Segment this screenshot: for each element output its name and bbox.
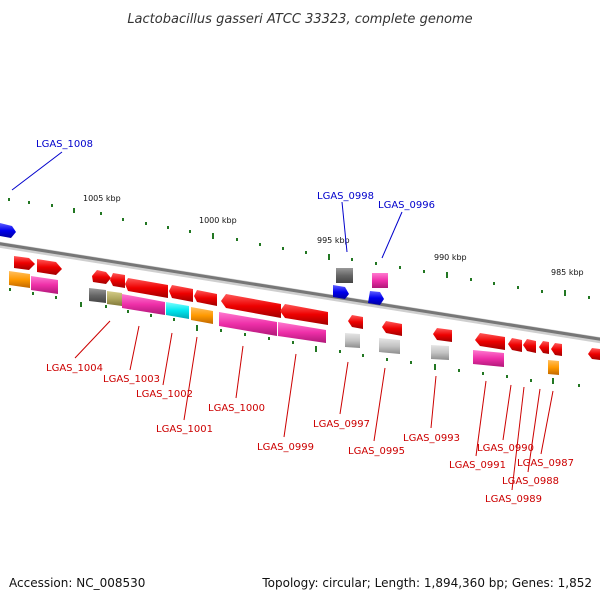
gene-arrow[interactable]	[110, 273, 125, 288]
gene-lgas-1004[interactable]	[89, 288, 106, 303]
genes-upper-row	[0, 223, 388, 288]
gene-arrow[interactable]	[588, 348, 600, 360]
gene-lgas-0998[interactable]	[336, 268, 353, 283]
gene-lgas-0999[interactable]	[280, 304, 328, 325]
scale-label-990: 990 kbp	[434, 253, 467, 262]
gene-box[interactable]	[31, 276, 58, 294]
gene-label-lgas-0997[interactable]: LGAS_0997	[313, 419, 370, 430]
gene-lgas-0995-arrow[interactable]	[382, 321, 402, 336]
gene-box[interactable]	[278, 322, 326, 343]
gene-box[interactable]	[122, 294, 165, 315]
gene-lgas-0991-arrow[interactable]	[475, 333, 505, 350]
gene-box[interactable]	[219, 312, 277, 336]
gene-lgas-0996-arrow[interactable]	[368, 291, 384, 305]
gene-box[interactable]	[9, 271, 30, 288]
gene-arrow[interactable]	[37, 259, 62, 275]
gene-lgas-0990-arrow[interactable]	[508, 338, 522, 352]
gene-lgas-0997-arrow[interactable]	[348, 315, 363, 329]
genes-lower-row	[89, 288, 559, 375]
gene-box[interactable]	[379, 338, 400, 354]
gene-label-lgas-0989[interactable]: LGAS_0989	[485, 494, 542, 505]
gene-box[interactable]	[548, 360, 559, 375]
lower-scale-ticks	[9, 288, 580, 387]
gene-label-lgas-1000[interactable]: LGAS_1000	[208, 403, 265, 414]
gene-label-lgas-0993[interactable]: LGAS_0993	[403, 433, 460, 444]
scale-label-985: 985 kbp	[551, 268, 584, 277]
topology-text: Topology: circular; Length: 1,894,360 bp…	[261, 576, 592, 590]
upper-scale-ticks	[8, 198, 590, 299]
gene-label-lgas-0995[interactable]: LGAS_0995	[348, 446, 405, 457]
gene-label-lgas-0996[interactable]: LGAS_0996	[378, 200, 435, 211]
gene-lgas-0993-arrow[interactable]	[433, 328, 452, 342]
gene-label-lgas-1008[interactable]: LGAS_1008	[36, 139, 93, 150]
gene-lgas-0987-arrow[interactable]	[551, 343, 562, 356]
gene-lgas-0998-arrow[interactable]	[333, 285, 349, 299]
gene-box[interactable]	[166, 302, 189, 319]
gene-arrow[interactable]	[92, 270, 111, 284]
gene-label-lgas-1002[interactable]: LGAS_1002	[136, 389, 193, 400]
gene-label-lgas-0987[interactable]: LGAS_0987	[517, 458, 574, 469]
gene-lgas-1002[interactable]	[169, 285, 193, 302]
bottom-leader-lines	[74, 320, 554, 491]
top-leader-lines	[11, 151, 403, 259]
gene-lgas-1000[interactable]	[221, 294, 281, 318]
genome-backbone	[0, 242, 600, 341]
gene-lgas-0988-arrow[interactable]	[539, 341, 549, 354]
gene-box[interactable]	[191, 307, 213, 324]
genes-middle-row	[9, 270, 600, 360]
gene-label-lgas-1001[interactable]: LGAS_1001	[156, 424, 213, 435]
gene-lgas-0996[interactable]	[372, 273, 388, 288]
scale-label-1000: 1000 kbp	[199, 216, 237, 225]
gene-lgas-1001[interactable]	[194, 290, 217, 306]
gene-arrow[interactable]	[14, 256, 35, 270]
gene-box[interactable]	[431, 345, 449, 360]
gene-label-lgas-0998[interactable]: LGAS_0998	[317, 191, 374, 202]
gene-label-lgas-1004[interactable]: LGAS_1004	[46, 363, 103, 374]
gene-label-lgas-0990[interactable]: LGAS_0990	[477, 443, 534, 454]
gene-label-lgas-0999[interactable]: LGAS_0999	[257, 442, 314, 453]
map-title: Lactobacillus gasseri ATCC 33323, comple…	[127, 12, 472, 27]
gene-label-lgas-1003[interactable]: LGAS_1003	[103, 374, 160, 385]
scale-label-1005: 1005 kbp	[83, 194, 121, 203]
scale-label-995: 995 kbp	[317, 236, 350, 245]
gene-box[interactable]	[473, 350, 504, 367]
gene-lgas-1003[interactable]	[125, 278, 168, 298]
gene-box[interactable]	[107, 291, 122, 306]
accession-text: Accession: NC_008530	[9, 576, 145, 590]
gene-box[interactable]	[345, 333, 360, 348]
gene-lgas-0989-arrow[interactable]	[523, 339, 536, 353]
gene-label-lgas-0991[interactable]: LGAS_0991	[449, 460, 506, 471]
gene-lgas-1008[interactable]	[0, 223, 16, 238]
gene-label-lgas-0988[interactable]: LGAS_0988	[502, 476, 559, 487]
